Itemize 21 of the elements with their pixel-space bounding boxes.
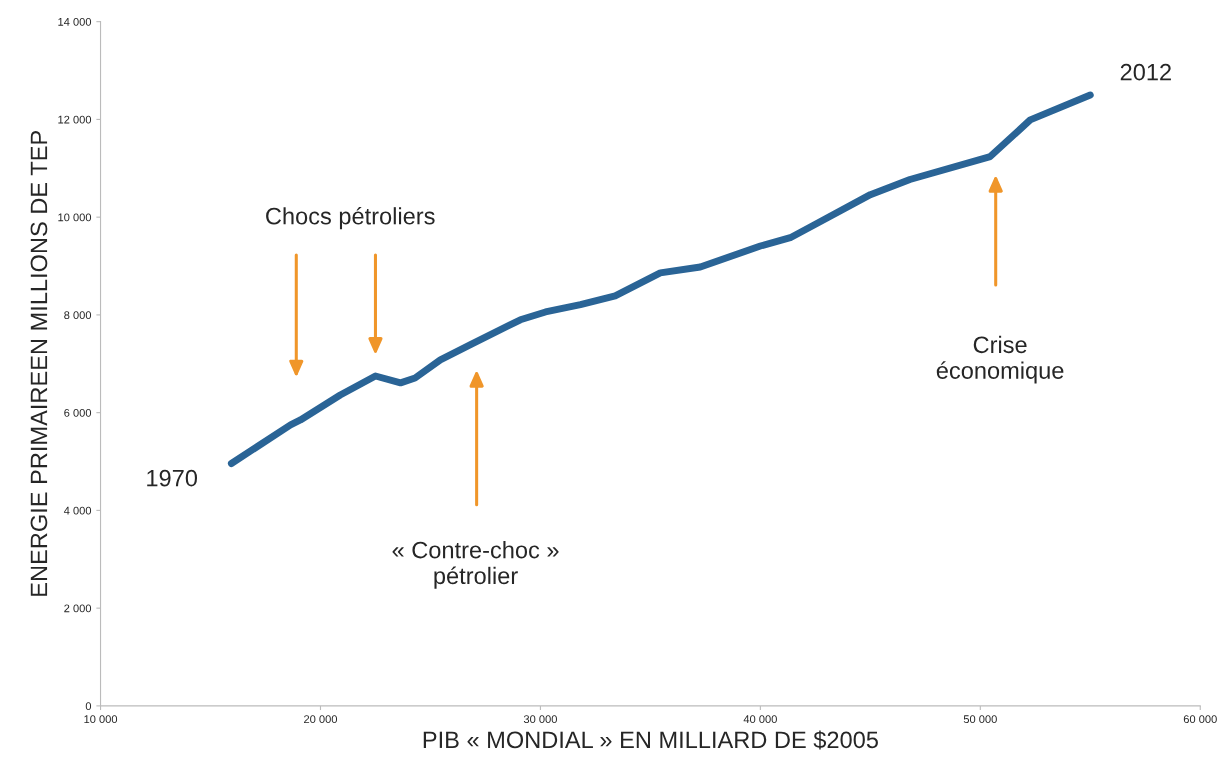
y-tick-label: 6 000: [64, 408, 92, 417]
y-tick-label: 10 000: [58, 213, 92, 222]
y-tick-label: 2 000: [64, 604, 92, 613]
x-tick-label: 30 000: [523, 715, 557, 724]
annotation: « Contre-choc » pétrolier: [392, 541, 559, 589]
y-tick-label: 0: [85, 702, 92, 711]
x-tick-label: 60 000: [1183, 715, 1217, 724]
y-tick-label: 12 000: [58, 115, 92, 124]
x-axis-title: PIB « MONDIAL » EN MILLIARD DE $2005: [423, 730, 878, 750]
y-axis-title: ENERGIE PRIMAIREEN MILLIONS DE TEP: [30, 131, 48, 596]
x-tick-label: 50 000: [963, 715, 997, 724]
annotation: Crise économique: [936, 335, 1064, 384]
y-tick-label: 8 000: [64, 311, 92, 320]
y-tick-label: 14 000: [58, 17, 92, 26]
x-tick-label: 20 000: [304, 715, 338, 724]
annotation: 1970: [147, 469, 198, 487]
annotation: 2012: [1120, 63, 1171, 81]
annotation: Chocs pétroliers: [266, 206, 435, 230]
y-tick-label: 4 000: [63, 506, 92, 515]
x-tick-label: 40 000: [743, 715, 777, 724]
x-tick-label: 10 000: [84, 715, 118, 724]
